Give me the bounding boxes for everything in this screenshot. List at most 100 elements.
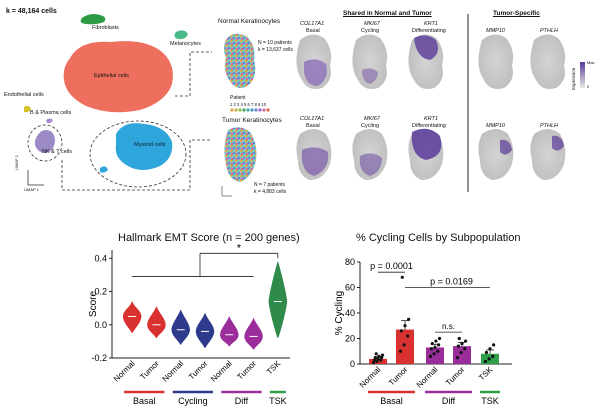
- cyc-point-0-8: [380, 353, 385, 357]
- epithelial-connector: [175, 51, 212, 97]
- label-b-plasma: B & Plasma cells: [30, 110, 72, 116]
- tumor-patient-count: N = 7 patients: [254, 182, 285, 188]
- cyc-y-tick-label: 40: [345, 308, 355, 318]
- expression-legend-bar: [580, 62, 585, 88]
- normal-patient-count: N = 10 patients: [258, 40, 292, 46]
- cyc-point-0-3: [372, 358, 376, 362]
- cyc-point-4-2: [491, 354, 495, 358]
- cyc-point-0-9: [374, 352, 378, 356]
- cyc-point-2-6: [430, 342, 434, 346]
- umap-axis-x: UMAP 1: [24, 187, 39, 192]
- cyc-point-4-4: [488, 347, 492, 351]
- emt-violin-6: [268, 260, 288, 339]
- cyc-point-1-3: [399, 329, 403, 333]
- tumor-gene-0-label: Basal: [306, 123, 320, 129]
- tumor-expression-maps: [296, 128, 566, 180]
- emt-group-label-3: TSK: [269, 396, 287, 406]
- expression-legend-max: Max: [587, 60, 595, 65]
- tumor-cell-count: k = 4,883 cells: [254, 189, 287, 195]
- label-nk-t: NK & T cells: [42, 149, 73, 155]
- emt-y-tick-label: 0.4: [94, 253, 107, 263]
- emt-violin-5: [244, 317, 263, 351]
- cyc-point-1-1: [402, 343, 406, 347]
- normal-expression-maps: [296, 34, 566, 89]
- nk-t-ellipse: [27, 124, 63, 162]
- patient-legend-ids: 1 2 3 4 5 6 7 8 9 10: [230, 102, 267, 107]
- normal-gene-2: KRT1: [424, 21, 438, 27]
- label-fibroblasts: Fibroblasts: [92, 25, 119, 31]
- fibroblast-cluster: [80, 14, 106, 25]
- label-endothelial: Endothelial cells: [4, 92, 44, 98]
- expression-legend-min: 0: [587, 84, 590, 89]
- label-melanocytes: Melanocytes: [170, 41, 201, 47]
- emt-violin-0: [122, 300, 142, 334]
- normal-patient-umap: [224, 33, 256, 88]
- cyc-bar-3: [453, 346, 471, 364]
- emt-group-label-1: Cycling: [178, 396, 208, 406]
- cyc-point-4-1: [487, 357, 491, 361]
- normal-gene-3: MMP10: [486, 28, 505, 34]
- cyc-point-0-0: [371, 361, 376, 365]
- normal-gene-0: COL17A1: [300, 21, 325, 27]
- cyc-point-2-2: [436, 349, 440, 353]
- cyc-point-0-1: [375, 359, 379, 364]
- tumor-keratinocytes-title: Tumor Keratinocytes: [222, 117, 282, 124]
- emt-violin-1: [147, 305, 166, 339]
- cyc-point-2-5: [437, 343, 441, 347]
- cyc-x-label-0: Normal: [358, 365, 383, 390]
- cyc-point-1-6: [400, 275, 404, 279]
- emt-violin-2: [171, 309, 190, 346]
- normal-gene-1: MKI67: [364, 21, 380, 27]
- myeloid-connector: [61, 139, 212, 191]
- emt-y-tick-label: -0.2: [91, 353, 107, 363]
- cyc-point-2-4: [433, 345, 437, 350]
- tumor-gene-1: MKI67: [364, 116, 380, 122]
- normal-gene-2-label: Differentiating: [412, 28, 446, 34]
- tumor-gene-2-label: Differentiating: [412, 123, 446, 129]
- cyc-y-label: % Cycling: [334, 291, 345, 335]
- tumor-patient-umap: [224, 127, 257, 182]
- tumor-gene-1-label: Cycling: [361, 123, 380, 129]
- cyc-point-4-3: [484, 350, 488, 355]
- cyc-y-tick-label: 20: [345, 334, 355, 344]
- cyc-point-4-0: [483, 359, 488, 364]
- cyc-point-0-7: [377, 354, 381, 358]
- normal-keratinocytes-title: Normal Keratinocytes: [218, 18, 281, 25]
- melanocyte-cluster: [174, 30, 188, 40]
- emt-significance: *: [237, 242, 242, 254]
- emt-group-label-0: Basal: [133, 396, 156, 406]
- cyc-bar-1: [396, 329, 414, 364]
- cyc-point-3-0: [455, 356, 460, 360]
- label-myeloid: Myeloid cells: [134, 142, 166, 148]
- cyc-x-label-3: Tumor: [444, 365, 467, 388]
- cyc-group-label-1: Diff: [442, 396, 456, 406]
- cyc-y-tick-label: 0: [350, 359, 355, 369]
- cyc-point-2-3: [429, 347, 433, 351]
- cyc-point-1-0: [398, 349, 403, 353]
- cyc-x-label-2: Normal: [415, 365, 440, 390]
- cyc-point-3-2: [463, 347, 467, 351]
- cyc-annotation-2: n.s.: [442, 322, 455, 331]
- cyc-point-3-4: [460, 342, 464, 346]
- tumor-gene-4: PTHLH: [540, 123, 559, 129]
- shared-header: Shared in Normal and Tumor: [343, 10, 432, 17]
- emt-violin-3: [195, 312, 215, 349]
- cyc-group-label-2: TSK: [481, 396, 499, 406]
- cyc-point-3-1: [459, 350, 463, 355]
- cyc-point-1-5: [407, 317, 411, 321]
- tumor-gene-3: MMP10: [486, 123, 505, 129]
- cycling-chart-title: % Cycling Cells by Subpopulation: [356, 232, 521, 244]
- cyc-point-2-8: [437, 336, 442, 341]
- patient-legend-title: Patient: [230, 95, 246, 101]
- emt-y-tick-label: 0.2: [94, 287, 107, 297]
- emt-violin-4: [220, 315, 239, 347]
- cyc-point-0-4: [376, 357, 380, 361]
- cyc-bar-2: [426, 347, 444, 364]
- tumor-gene-0: COL17A1: [300, 116, 325, 122]
- normal-gene-0-label: Basal: [306, 28, 320, 34]
- emt-chart-title: Hallmark EMT Score (n = 200 genes): [118, 232, 300, 244]
- b-plasma-cluster: [46, 118, 53, 124]
- cyc-point-2-7: [434, 339, 438, 343]
